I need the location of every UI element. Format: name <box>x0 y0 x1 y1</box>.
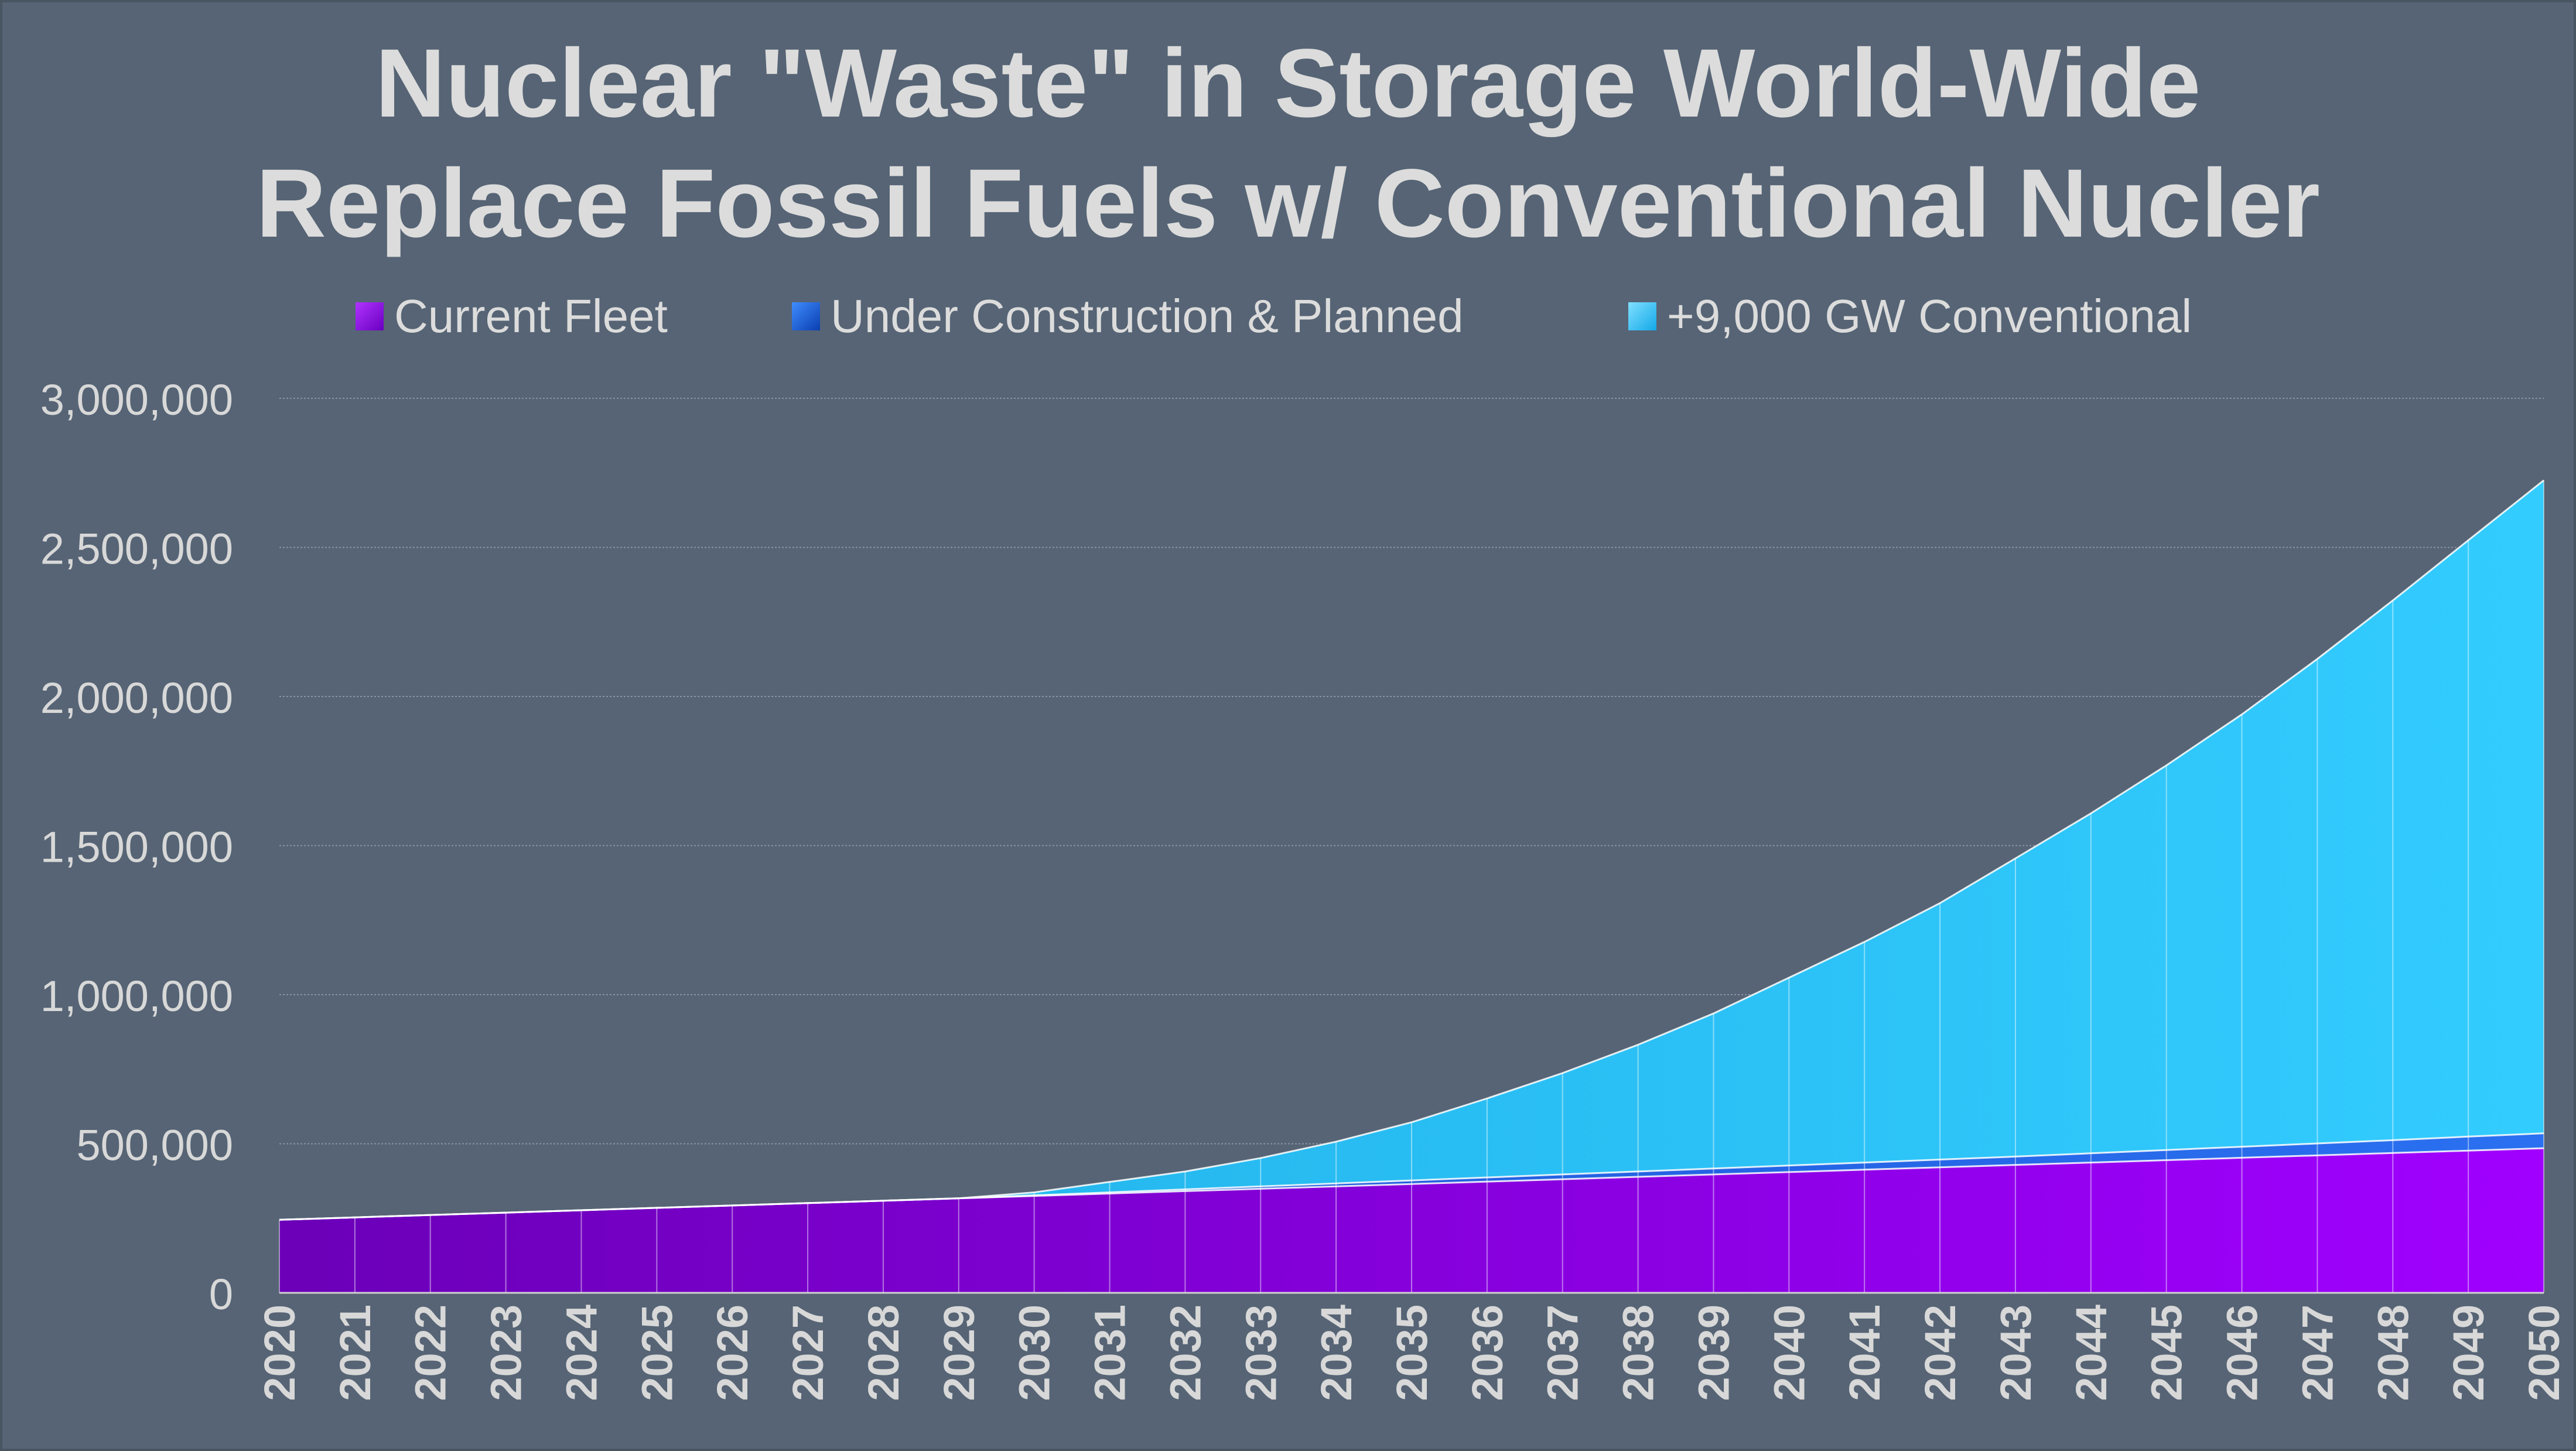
chart-title-line-1: Nuclear "Waste" in Storage World-Wide <box>375 29 2201 138</box>
x-tick-label: 2041 <box>1840 1305 1889 1401</box>
x-tick-label: 2048 <box>2369 1305 2417 1401</box>
x-tick-label: 2036 <box>1463 1305 1512 1401</box>
x-tick-label: 2038 <box>1614 1305 1663 1401</box>
x-tick-label: 2040 <box>1765 1305 1813 1401</box>
x-tick-label: 2034 <box>1312 1305 1361 1401</box>
x-tick-label: 2025 <box>633 1305 681 1401</box>
legend-item-under-construction: Under Construction & Planned <box>792 287 1464 346</box>
x-tick-label: 2028 <box>859 1305 908 1401</box>
legend-swatch-current-fleet <box>356 302 384 330</box>
x-tick-label: 2047 <box>2293 1305 2342 1401</box>
y-tick-label: 3,000,000 <box>40 375 233 424</box>
x-tick-label: 2046 <box>2218 1305 2267 1401</box>
x-tick-label: 2050 <box>2520 1305 2568 1401</box>
x-tick-label: 2027 <box>784 1305 832 1401</box>
legend: Current Fleet Under Construction & Plann… <box>0 287 2576 346</box>
chart-title: Nuclear "Waste" in Storage World-Wide Re… <box>0 23 2576 264</box>
x-tick-label: 2031 <box>1086 1305 1135 1401</box>
x-tick-label: 2026 <box>708 1305 757 1401</box>
area-conventional <box>279 480 2544 1220</box>
area-conventional-edge <box>279 479 2544 1221</box>
y-tick-label: 1,500,000 <box>40 823 233 872</box>
x-tick-label: 2049 <box>2444 1305 2493 1401</box>
x-tick-label: 2033 <box>1236 1305 1285 1401</box>
legend-label-conventional: +9,000 GW Conventional <box>1667 290 2192 342</box>
legend-label-under-construction: Under Construction & Planned <box>831 290 1464 342</box>
legend-label-current-fleet: Current Fleet <box>394 290 668 342</box>
area-current-fleet <box>279 1148 2544 1293</box>
legend-swatch-under-construction <box>792 302 820 330</box>
y-tick-label: 2,000,000 <box>40 674 233 722</box>
x-tick-label: 2022 <box>406 1305 455 1401</box>
legend-item-conventional: +9,000 GW Conventional <box>1628 287 2192 346</box>
legend-item-current-fleet: Current Fleet <box>356 287 668 346</box>
legend-swatch-conventional <box>1628 302 1656 330</box>
y-tick-label: 0 <box>209 1270 233 1319</box>
x-tick-label: 2032 <box>1161 1305 1210 1401</box>
x-tick-label: 2029 <box>935 1305 983 1401</box>
x-tick-label: 2043 <box>1991 1305 2040 1401</box>
chart-title-line-2: Replace Fossil Fuels w/ Conventional Nuc… <box>256 149 2320 258</box>
x-tick-label: 2020 <box>255 1305 304 1401</box>
x-tick-label: 2042 <box>1916 1305 1965 1401</box>
x-tick-label: 2045 <box>2143 1305 2191 1401</box>
x-tick-label: 2023 <box>482 1305 531 1401</box>
x-tick-label: 2035 <box>1388 1305 1436 1401</box>
x-tick-label: 2039 <box>1689 1305 1738 1401</box>
x-tick-label: 2037 <box>1539 1305 1587 1401</box>
y-tick-label: 500,000 <box>77 1121 234 1170</box>
y-tick-label: 1,000,000 <box>40 972 233 1020</box>
x-tick-label: 2030 <box>1010 1305 1059 1401</box>
x-tick-label: 2024 <box>557 1305 606 1401</box>
x-tick-label: 2021 <box>331 1305 380 1401</box>
y-tick-label: 2,500,000 <box>40 525 233 573</box>
x-tick-label: 2044 <box>2067 1305 2116 1401</box>
